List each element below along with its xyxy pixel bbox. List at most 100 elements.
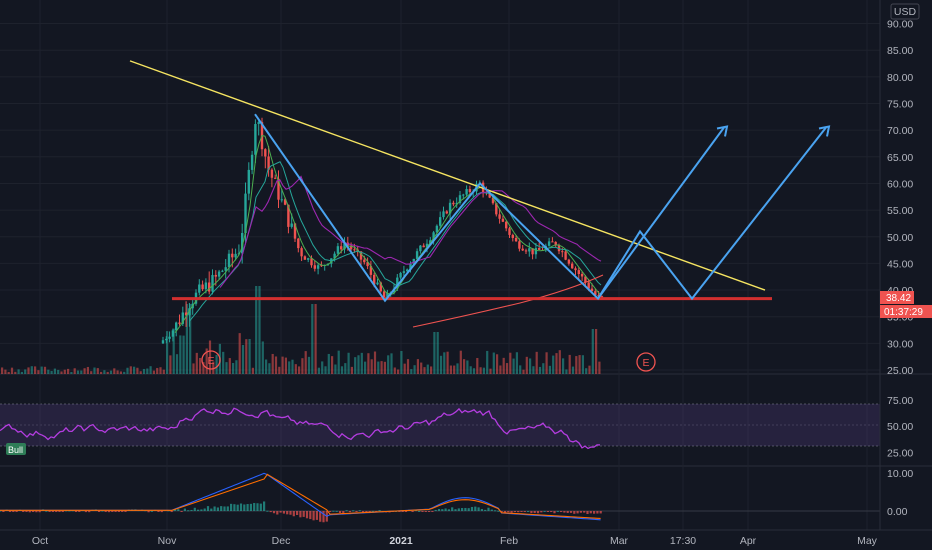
macd-histogram-bar xyxy=(477,507,480,511)
volume-bar xyxy=(1,367,4,374)
macd-histogram-bar xyxy=(124,511,127,512)
macd-histogram-bar xyxy=(398,511,401,512)
candle-body xyxy=(204,282,208,290)
candle-body xyxy=(455,202,458,205)
arrow-head xyxy=(818,125,831,137)
macd-histogram-bar xyxy=(589,511,592,514)
volume-bar xyxy=(522,369,525,374)
volume-bar xyxy=(298,366,301,374)
volume-bar xyxy=(542,363,545,374)
candle-body xyxy=(290,223,293,227)
candle-body xyxy=(521,248,524,251)
rsi-bull-label: Bull xyxy=(6,443,26,455)
macd-histogram-bar xyxy=(560,511,563,513)
volume-bar xyxy=(598,361,601,374)
candle-body xyxy=(564,251,567,260)
volume-bar xyxy=(331,356,334,374)
earnings-label: E xyxy=(642,357,649,369)
macd-histogram-bar xyxy=(12,511,15,512)
macd-histogram-bar xyxy=(358,510,361,512)
macd-histogram-bar xyxy=(583,511,586,513)
macd-histogram-bar xyxy=(451,507,454,511)
macd-histogram-bar xyxy=(157,511,160,512)
volume-bar xyxy=(354,357,357,374)
macd-histogram-bar xyxy=(437,508,441,511)
volume-bar xyxy=(149,366,152,374)
volume-bar xyxy=(479,367,482,374)
volume-bar xyxy=(172,328,175,374)
volume-bar xyxy=(585,368,588,374)
last-price-tag: 38.42 xyxy=(880,291,914,304)
candle-body xyxy=(511,234,514,238)
volume-bar xyxy=(152,370,155,374)
volume-bar xyxy=(334,364,337,374)
macd-histogram-bar xyxy=(101,510,104,512)
macd-histogram-bar xyxy=(586,511,589,515)
macd-histogram-bar xyxy=(434,509,437,511)
volume-bar xyxy=(347,352,350,374)
macd-histogram-bar xyxy=(319,511,322,522)
volume-bar xyxy=(24,369,27,374)
ma-mid xyxy=(189,161,602,321)
candle-body xyxy=(505,221,508,229)
volume-bar xyxy=(591,329,594,374)
macd-histogram-bar xyxy=(457,508,460,511)
volume-bar xyxy=(238,333,241,374)
volume-bar xyxy=(449,365,452,374)
macd-histogram-bar xyxy=(371,510,375,512)
volume-bar xyxy=(4,369,7,374)
time-axis[interactable]: Oct Nov Dec 2021 Feb Mar 17:30 Apr May xyxy=(0,529,932,547)
volume-bar xyxy=(515,352,518,374)
ma-slow xyxy=(219,175,602,288)
pattern-projection[interactable] xyxy=(597,126,725,300)
macd-histogram-bar xyxy=(599,511,602,514)
macd-histogram-bar xyxy=(289,511,292,515)
pattern-projection[interactable] xyxy=(254,113,827,303)
volume-bar xyxy=(100,371,103,374)
candle-body xyxy=(488,192,491,198)
macd-histogram-bar xyxy=(487,507,490,511)
earnings-marker[interactable]: E xyxy=(636,352,656,372)
grid xyxy=(0,0,932,530)
price-tick: 30.00 xyxy=(887,338,913,350)
volume-bar xyxy=(552,355,555,374)
candle-body xyxy=(498,214,501,219)
volume-bar xyxy=(126,367,129,374)
volume-bar xyxy=(284,357,287,374)
rsi-pane xyxy=(0,407,600,450)
time-tick: 17:30 xyxy=(670,535,696,547)
resistance-trendline[interactable] xyxy=(129,60,766,291)
volume-bar xyxy=(80,370,83,374)
volume-bar xyxy=(373,351,377,374)
macd-histogram-bar xyxy=(352,510,355,512)
volume-bar xyxy=(367,353,370,374)
price-tick: 70.00 xyxy=(887,125,913,137)
price-axis[interactable]: 90.00 85.00 80.00 75.00 70.00 65.00 60.00 55.00… xyxy=(879,0,913,530)
candle-body xyxy=(181,312,184,324)
volume-bar xyxy=(103,370,106,374)
macd-histogram-bar xyxy=(15,511,18,512)
macd-histogram-bar xyxy=(464,507,467,511)
macd-histogram-bar xyxy=(180,511,183,512)
volume-bar xyxy=(268,363,271,374)
candle-body xyxy=(439,217,442,226)
volume-bar xyxy=(377,361,380,374)
macd-histogram-bar xyxy=(579,511,582,513)
volume-bar xyxy=(251,367,254,374)
candle-body xyxy=(257,122,260,125)
volume-bar xyxy=(156,367,159,374)
candle-body xyxy=(316,265,320,269)
volume-bar xyxy=(390,353,393,374)
earnings-marker[interactable]: E xyxy=(201,350,221,370)
macd-histogram-bar xyxy=(503,511,507,513)
macd-histogram-bar xyxy=(266,510,269,512)
volume-bar xyxy=(314,304,317,374)
macd-histogram-bar xyxy=(51,511,54,512)
candle-body xyxy=(419,245,422,252)
macd-histogram-bar xyxy=(546,511,549,512)
currency-badge[interactable]: USD xyxy=(890,3,920,20)
candle-body xyxy=(214,274,217,277)
macd-histogram-bar xyxy=(117,511,120,512)
volume-bar xyxy=(205,348,208,374)
